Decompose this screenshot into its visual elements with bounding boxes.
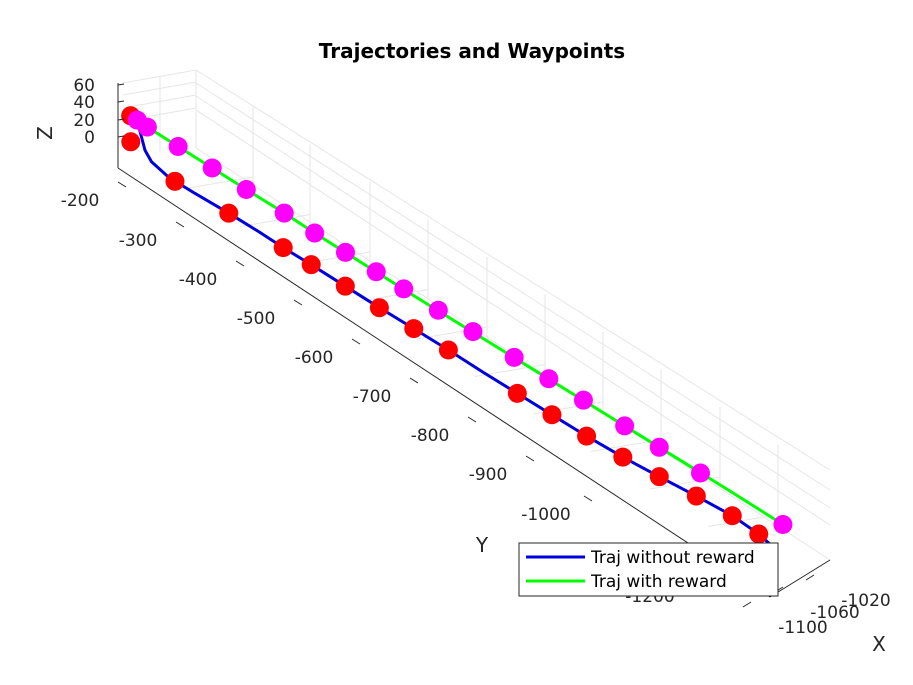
legend-box bbox=[518, 542, 779, 597]
y-tick-mark bbox=[293, 299, 303, 306]
waypoint-with-reward bbox=[463, 322, 483, 342]
grid-line bbox=[122, 94, 197, 109]
grid-line bbox=[357, 289, 429, 302]
grid-line bbox=[195, 109, 831, 526]
y-tick-mark bbox=[525, 455, 535, 462]
y-tick-mark bbox=[583, 495, 593, 502]
y-tick-label: -800 bbox=[411, 426, 450, 446]
chart-title: Trajectories and Waypoints bbox=[319, 39, 625, 63]
x-tick-label: -1020 bbox=[841, 591, 890, 611]
waypoint-with-reward bbox=[690, 463, 710, 483]
waypoint-without-reward bbox=[542, 405, 562, 425]
legend-label-without-reward: Traj without reward bbox=[590, 548, 755, 568]
y-tick-mark bbox=[117, 181, 127, 188]
y-tick-label: -700 bbox=[353, 387, 392, 407]
grid-line bbox=[182, 176, 254, 190]
x-axis-line bbox=[769, 559, 831, 598]
grid-line bbox=[195, 69, 831, 471]
waypoint-with-reward bbox=[504, 347, 524, 367]
waypoint-without-reward bbox=[577, 426, 597, 446]
y-axis-label: Y bbox=[475, 533, 489, 557]
waypoint-without-reward bbox=[165, 171, 185, 191]
y-tick-mark bbox=[175, 221, 185, 228]
y-tick-label: -1000 bbox=[521, 505, 570, 525]
y-tick-label: -500 bbox=[237, 309, 276, 329]
waypoint-without-reward bbox=[649, 467, 669, 487]
waypoint-with-reward bbox=[202, 158, 222, 178]
z-tick-mark bbox=[117, 118, 125, 121]
waypoint-with-reward bbox=[615, 416, 635, 436]
waypoint-without-reward bbox=[335, 276, 355, 296]
y-tick-mark bbox=[351, 338, 361, 345]
grid-line bbox=[195, 82, 831, 491]
series-line-with-reward bbox=[129, 114, 784, 526]
x-axis-label: X bbox=[872, 632, 886, 656]
z-tick-mark bbox=[117, 100, 125, 103]
z-tick-label: 20 bbox=[73, 111, 95, 131]
waypoint-with-reward bbox=[168, 136, 188, 156]
waypoint-without-reward bbox=[273, 238, 293, 258]
waypoint-with-reward bbox=[305, 223, 325, 243]
y-tick-mark bbox=[409, 377, 419, 384]
waypoint-without-reward bbox=[686, 486, 706, 506]
waypoint-without-reward bbox=[438, 340, 458, 360]
waypoint-with-reward bbox=[649, 437, 669, 457]
grid-line bbox=[707, 514, 779, 527]
waypoint-without-reward bbox=[301, 255, 321, 275]
y-tick-mark bbox=[235, 260, 245, 267]
waypoint-with-reward bbox=[236, 180, 256, 200]
z-tick-mark bbox=[117, 83, 125, 86]
waypoint-without-reward bbox=[121, 132, 141, 152]
waypoint-with-reward bbox=[366, 262, 386, 282]
waypoint-without-reward bbox=[749, 524, 769, 544]
x-tick-label: -1060 bbox=[810, 603, 859, 623]
y-tick-label: -900 bbox=[469, 465, 508, 485]
x-tick-mark bbox=[805, 574, 815, 581]
waypoint-without-reward bbox=[613, 447, 633, 467]
waypoint-with-reward bbox=[573, 390, 593, 410]
z-axis-label: Z bbox=[33, 126, 57, 140]
y-tick-label: -200 bbox=[61, 191, 100, 211]
waypoint-with-reward bbox=[137, 117, 157, 137]
axes-box bbox=[117, 83, 831, 598]
y-tick-label: -300 bbox=[119, 231, 158, 251]
waypoint-without-reward bbox=[404, 319, 424, 339]
waypoint-with-reward bbox=[274, 203, 294, 223]
plot-traces bbox=[121, 106, 793, 547]
x-tick-mark bbox=[742, 601, 752, 608]
waypoint-with-reward bbox=[394, 279, 414, 299]
grid-line bbox=[195, 95, 831, 509]
legend-label-with-reward: Traj with reward bbox=[590, 572, 727, 592]
waypoint-without-reward bbox=[219, 203, 239, 223]
z-tick-label: 40 bbox=[73, 93, 95, 113]
waypoint-with-reward bbox=[539, 369, 559, 389]
grid-line bbox=[122, 81, 197, 96]
tick-labels: -200-300-400-500-600-700-800-900-1000-12… bbox=[61, 76, 891, 638]
waypoint-with-reward bbox=[773, 515, 793, 535]
y-tick-label: -400 bbox=[179, 270, 218, 290]
waypoint-without-reward bbox=[722, 506, 742, 526]
y-tick-mark bbox=[467, 416, 477, 423]
x-tick-label: -1100 bbox=[778, 618, 827, 638]
z-tick-mark bbox=[117, 135, 125, 138]
grid-line bbox=[239, 214, 311, 227]
waypoint-with-reward bbox=[335, 242, 355, 262]
waypoint-without-reward bbox=[369, 298, 389, 318]
grid-line bbox=[122, 69, 197, 84]
legend[interactable]: Traj without reward Traj with reward bbox=[518, 542, 779, 597]
y-axis-line bbox=[117, 167, 771, 598]
y-tick-label: -600 bbox=[295, 348, 334, 368]
z-tick-label: 60 bbox=[73, 76, 95, 96]
waypoint-with-reward bbox=[428, 300, 448, 320]
z-tick-label: 0 bbox=[84, 128, 95, 148]
waypoint-without-reward bbox=[507, 383, 527, 403]
